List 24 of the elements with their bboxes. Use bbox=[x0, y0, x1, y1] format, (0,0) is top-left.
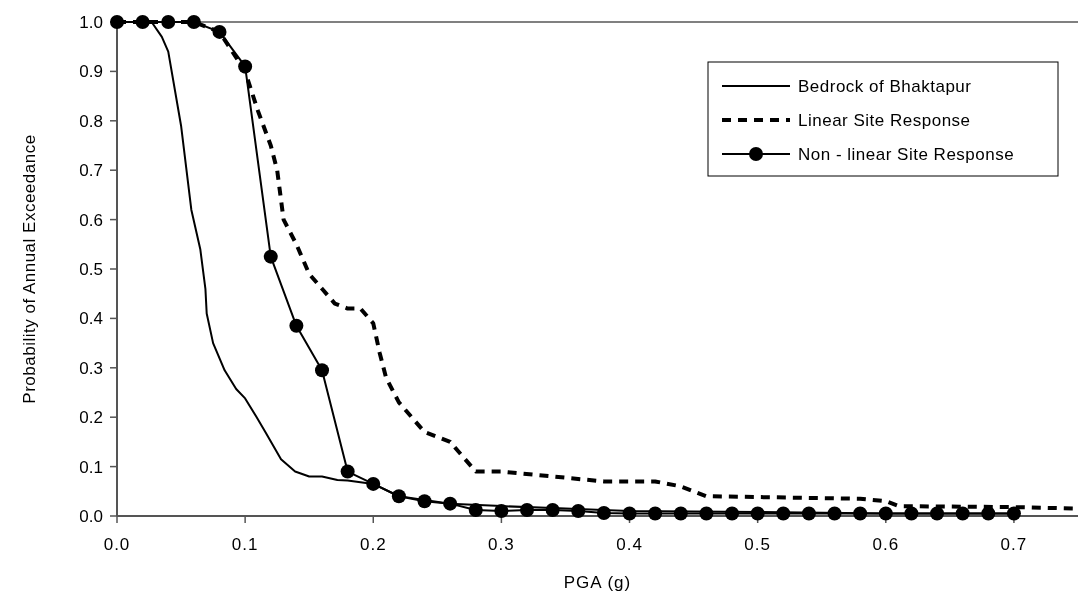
legend-label: Linear Site Response bbox=[798, 110, 971, 130]
y-tick-label: 0.1 bbox=[79, 457, 103, 477]
y-tick-label: 0.6 bbox=[79, 210, 103, 230]
y-tick-label: 0.8 bbox=[79, 111, 103, 131]
x-tick-label: 0.3 bbox=[488, 535, 515, 554]
y-tick-label: 0.7 bbox=[79, 161, 103, 181]
x-tick-label: 0.6 bbox=[872, 535, 900, 554]
y-tick-label: 0.0 bbox=[79, 506, 103, 526]
y-tick-label: 0.5 bbox=[79, 259, 103, 279]
y-tick-label: 0.9 bbox=[79, 62, 103, 82]
legend-label: Bedrock of Bhaktapur bbox=[798, 76, 972, 96]
x-tick-label: 0.5 bbox=[744, 535, 771, 554]
x-tick-label: 0.4 bbox=[616, 535, 643, 554]
y-tick-label: 0.2 bbox=[79, 408, 103, 428]
text: 0.0 bbox=[103, 535, 131, 554]
x-axis-title: PGA (g) bbox=[563, 573, 632, 592]
x-tick-label: 0.1 bbox=[231, 535, 259, 554]
y-axis-title: Probability of Annual Exceedance bbox=[20, 134, 39, 404]
x-tick-label: 0.7 bbox=[1000, 535, 1028, 554]
x-tick-label: 0.2 bbox=[359, 535, 387, 554]
y-tick-label: 0.3 bbox=[79, 358, 103, 378]
y-tick-label: 1.0 bbox=[79, 12, 103, 32]
y-tick-label: 0.4 bbox=[79, 309, 103, 329]
legend-label: Non - linear Site Response bbox=[798, 144, 1015, 164]
